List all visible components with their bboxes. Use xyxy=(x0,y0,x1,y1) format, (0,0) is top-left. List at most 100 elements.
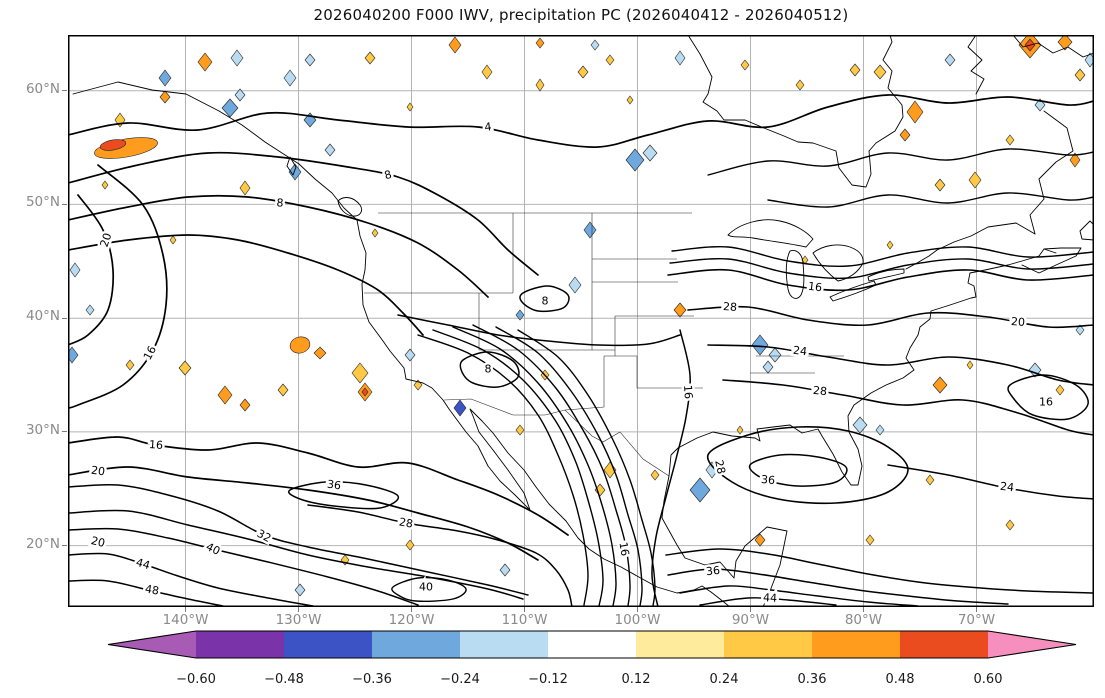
iwv-contour-level-32 xyxy=(68,483,529,596)
iwv-contour-level-24 xyxy=(707,344,1094,386)
colorbar-outline xyxy=(107,630,1077,659)
iwv-contour-level-44 xyxy=(68,552,314,607)
iwv-contour-level-20 xyxy=(68,194,115,346)
anomaly-patch xyxy=(288,163,302,181)
anomaly-patch xyxy=(751,334,769,356)
coastline-yucatan xyxy=(661,475,788,607)
iwv-contour-level-20 xyxy=(68,466,539,561)
x-tick-mark xyxy=(975,607,977,612)
colorbar-tick-label: −0.12 xyxy=(528,672,568,687)
anomaly-patch xyxy=(934,178,946,192)
coastline-gulf-atlantic xyxy=(668,248,1057,486)
plot-frame xyxy=(68,35,1094,607)
x-tick-mark xyxy=(524,607,525,612)
contour-label: 16 xyxy=(616,541,631,557)
colorbar-segment xyxy=(372,631,460,658)
x-tick-label: 130°W xyxy=(275,612,322,628)
contour-label: 20 xyxy=(1011,315,1026,329)
anomaly-patch xyxy=(736,425,744,435)
anomaly-patch xyxy=(762,360,774,374)
contour-label: 32 xyxy=(255,527,273,545)
anomaly-patch xyxy=(277,383,289,397)
anomaly-patch xyxy=(932,376,948,394)
anomaly-patch xyxy=(626,95,634,105)
x-tick-label: 110°W xyxy=(501,612,548,628)
anomaly-patch xyxy=(239,180,251,196)
anomaly-patch xyxy=(99,139,127,151)
colorbar-tick-label: 0.48 xyxy=(886,672,915,687)
x-tick-mark xyxy=(185,607,186,612)
coastline-nova-scotia xyxy=(1021,247,1082,274)
iwv-contour-level-12 xyxy=(671,245,1094,267)
anomaly-patch xyxy=(535,37,545,49)
iwv-contour-level-32 xyxy=(665,548,1094,594)
contour-label: 8 xyxy=(485,363,492,376)
anomaly-patch xyxy=(583,221,597,239)
iwv-contour-level-8 xyxy=(68,151,539,276)
anomaly-patch xyxy=(371,228,379,238)
iwv-contour-level-28 xyxy=(307,504,573,607)
contour-label: 24 xyxy=(792,344,807,359)
iwv-contour-level-8 xyxy=(519,285,570,313)
y-tick-mark xyxy=(62,203,67,205)
anomaly-patch xyxy=(230,49,244,67)
iwv-contour-level-40 xyxy=(679,585,919,607)
anomaly-patch xyxy=(873,64,887,80)
anomaly-patch xyxy=(768,347,782,363)
lake-huron xyxy=(812,244,864,282)
anomaly-patch xyxy=(85,304,95,316)
anomaly-patch xyxy=(304,53,316,67)
colorbar-tick-label: 0.24 xyxy=(710,672,739,687)
x-tick-mark xyxy=(298,607,299,612)
iwv-contour-level-12 xyxy=(397,314,681,347)
iwv-contour-level-24 xyxy=(472,324,631,607)
anomaly-patch xyxy=(404,348,416,362)
lake-michigan xyxy=(785,250,805,299)
anomaly-patch xyxy=(740,59,750,71)
anomaly-patch xyxy=(795,79,805,91)
coastline-baffin xyxy=(1012,35,1094,58)
anomaly-patch xyxy=(125,359,135,371)
anomaly-patch xyxy=(283,69,297,87)
x-tick-mark xyxy=(411,607,412,612)
x-tick-label: 90°W xyxy=(731,612,770,628)
coastline-newfoundland xyxy=(1079,220,1094,241)
iwv-contour-level-28 xyxy=(495,326,643,607)
iwv-contour-level-8 xyxy=(68,194,489,298)
colorbar-segment xyxy=(724,631,812,658)
x-tick-mark xyxy=(749,607,751,612)
iwv-contour-level-40 xyxy=(68,527,419,606)
anomaly-patch xyxy=(101,180,109,190)
anomaly-patch xyxy=(875,424,885,436)
anomaly-patch xyxy=(239,398,251,412)
contour-label: 8 xyxy=(383,168,393,182)
anomaly-patch xyxy=(568,276,582,294)
colorbar-over-arrow xyxy=(988,631,1076,658)
colorbar-tick-label: −0.48 xyxy=(264,672,304,687)
iwv-contour-level-28 xyxy=(706,426,909,505)
contour-label: 8 xyxy=(542,295,549,308)
anomaly-patch xyxy=(159,90,171,104)
colorbar xyxy=(107,630,1077,659)
anomaly-patch xyxy=(406,102,414,112)
y-tick-label: 20°N xyxy=(25,535,60,552)
contour-label: 48 xyxy=(144,582,160,597)
contour-label: 8 xyxy=(276,196,284,209)
anomaly-patch xyxy=(1074,68,1086,82)
y-tick-mark xyxy=(62,317,67,319)
y-tick-label: 60°N xyxy=(25,80,60,97)
colorbar-canvas: −0.60 −0.48 −0.36 −0.24 −0.12 0.12 0.24 0.36 0.4… xyxy=(107,630,1077,687)
anomaly-patch xyxy=(650,469,660,481)
iwv-contour-level-32 xyxy=(517,329,656,607)
colorbar-tick-label: −0.60 xyxy=(176,672,216,687)
anomaly-patch xyxy=(351,362,369,384)
colorbar-tick-label: 0.12 xyxy=(622,672,651,687)
contour-label: 20 xyxy=(90,464,106,479)
anomaly-patch xyxy=(1005,134,1015,146)
anomaly-patch xyxy=(217,385,233,405)
contour-label: 16 xyxy=(149,438,164,452)
iwv-contour-level-20 xyxy=(452,326,617,607)
contour-label: 4 xyxy=(484,120,492,134)
